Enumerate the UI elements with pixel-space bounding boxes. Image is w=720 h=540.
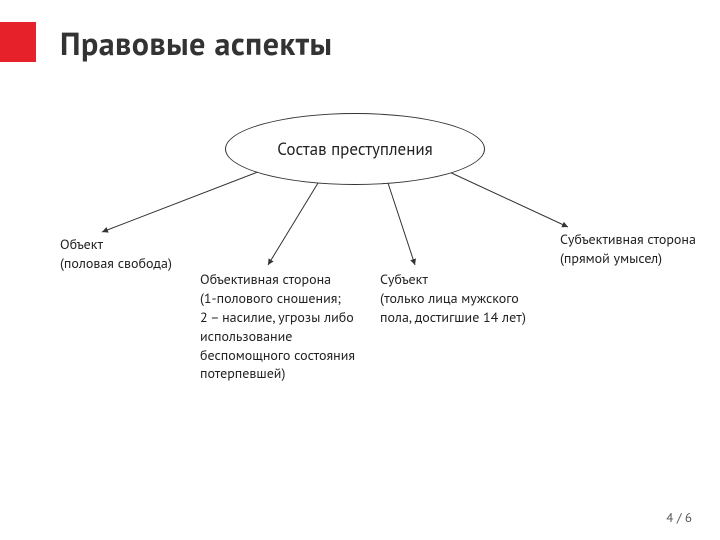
page-number: 4 / 6 <box>666 509 692 526</box>
center-node: Состав преступления <box>225 113 485 185</box>
diagram-container: Состав преступления Объект (половая своб… <box>0 105 720 485</box>
branch-label: Объективная сторона (1-полового сношения… <box>200 270 360 383</box>
slide-title: Правовые аспекты <box>60 22 332 64</box>
page-sep: / <box>673 509 685 526</box>
branch-label: Субъект (только лица мужского пола, дост… <box>380 270 550 327</box>
branch-label: Объект (половая свобода) <box>60 235 200 273</box>
page-total: 6 <box>685 509 692 526</box>
center-node-label: Состав преступления <box>277 138 432 160</box>
branch-label: Субъективная сторона (прямой умысел) <box>560 230 700 268</box>
accent-bar <box>0 22 36 62</box>
